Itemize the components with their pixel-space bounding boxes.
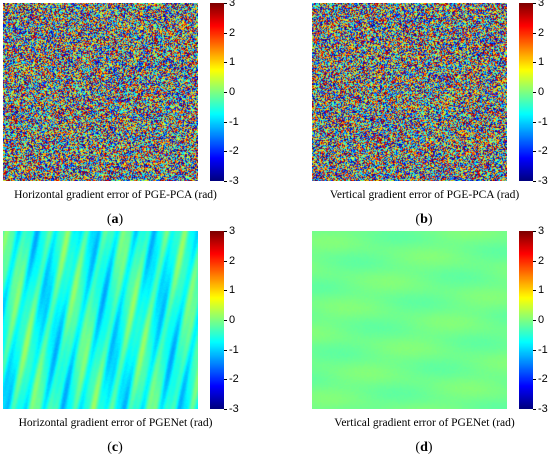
caption-a: Horizontal gradient error of PGE-PCA (ra… <box>14 189 217 201</box>
tick-label: 3 <box>532 225 545 237</box>
tick-label: 2 <box>223 254 236 267</box>
tick-label: -2 <box>533 145 548 158</box>
tick-label: 1 <box>532 56 545 69</box>
tick-label: 2 <box>532 26 545 39</box>
tick-label: -2 <box>533 373 548 386</box>
tick-label: -1 <box>224 343 239 356</box>
error-map-b <box>312 3 507 181</box>
colorbar-ticks-b: 3 2 1 0 -1 -2 -3 <box>532 0 550 187</box>
panel-letter-c: (c) <box>107 440 123 455</box>
tick-label: 1 <box>223 284 236 297</box>
tick-label: 3 <box>223 0 235 9</box>
letter-c: c <box>111 440 119 455</box>
colorbar-ticks-a: 3 2 1 0 -1 -2 -3 <box>223 0 253 187</box>
tick-label: 2 <box>223 26 236 39</box>
tick-label: -2 <box>224 373 239 386</box>
tick-label: 0 <box>223 86 236 98</box>
panel-c: 3 2 1 0 -1 -2 -3 Horizontal gradient err… <box>3 225 278 461</box>
tick-label: -1 <box>533 115 548 128</box>
caption-c: Horizontal gradient error of PGENet (rad… <box>18 417 213 429</box>
tick-label: -3 <box>224 175 239 187</box>
colorbar-b <box>519 3 533 181</box>
colorbar-c <box>210 231 224 409</box>
tick-label: -1 <box>533 343 548 356</box>
colorbar-d <box>519 231 533 409</box>
tick-label: 1 <box>532 284 545 297</box>
colorbar-ticks-c: 3 2 1 0 -1 -2 -3 <box>223 225 253 415</box>
tick-label: -1 <box>224 115 239 128</box>
panel-d: 3 2 1 0 -1 -2 -3 Vertical gradient error… <box>312 225 550 461</box>
tick-label: 3 <box>223 225 236 237</box>
letter-d: d <box>420 440 428 455</box>
letter-a: a <box>111 212 119 227</box>
caption-b: Vertical gradient error of PGE-PCA (rad) <box>329 189 520 201</box>
tick-label: -3 <box>224 403 239 415</box>
tick-label: 0 <box>532 314 545 326</box>
tick-label: 0 <box>532 86 545 98</box>
tick-label: 1 <box>223 56 236 69</box>
tick-label: -3 <box>533 403 548 415</box>
letter-b: b <box>420 212 428 227</box>
error-map-d <box>312 231 507 409</box>
panel-a: 3 2 1 0 -1 -2 -3 Horizontal gradient err… <box>3 0 278 233</box>
tick-label: 2 <box>532 254 545 267</box>
panel-letter-b: (b) <box>415 212 433 227</box>
panel-b: 3 2 1 0 -1 -2 -3 Vertical gradient error… <box>312 0 550 233</box>
colorbar-ticks-d: 3 2 1 0 -1 -2 -3 <box>532 225 550 415</box>
tick-label: -3 <box>533 175 548 187</box>
colorbar-a <box>210 3 224 181</box>
tick-label: -2 <box>224 145 239 158</box>
caption-d: Vertical gradient error of PGENet (rad) <box>334 417 515 429</box>
panel-letter-a: (a) <box>106 212 124 227</box>
error-map-c <box>3 231 198 409</box>
tick-label: 3 <box>532 0 544 9</box>
error-map-a <box>3 3 198 181</box>
panel-letter-d: (d) <box>415 440 433 455</box>
tick-label: 0 <box>223 314 236 326</box>
